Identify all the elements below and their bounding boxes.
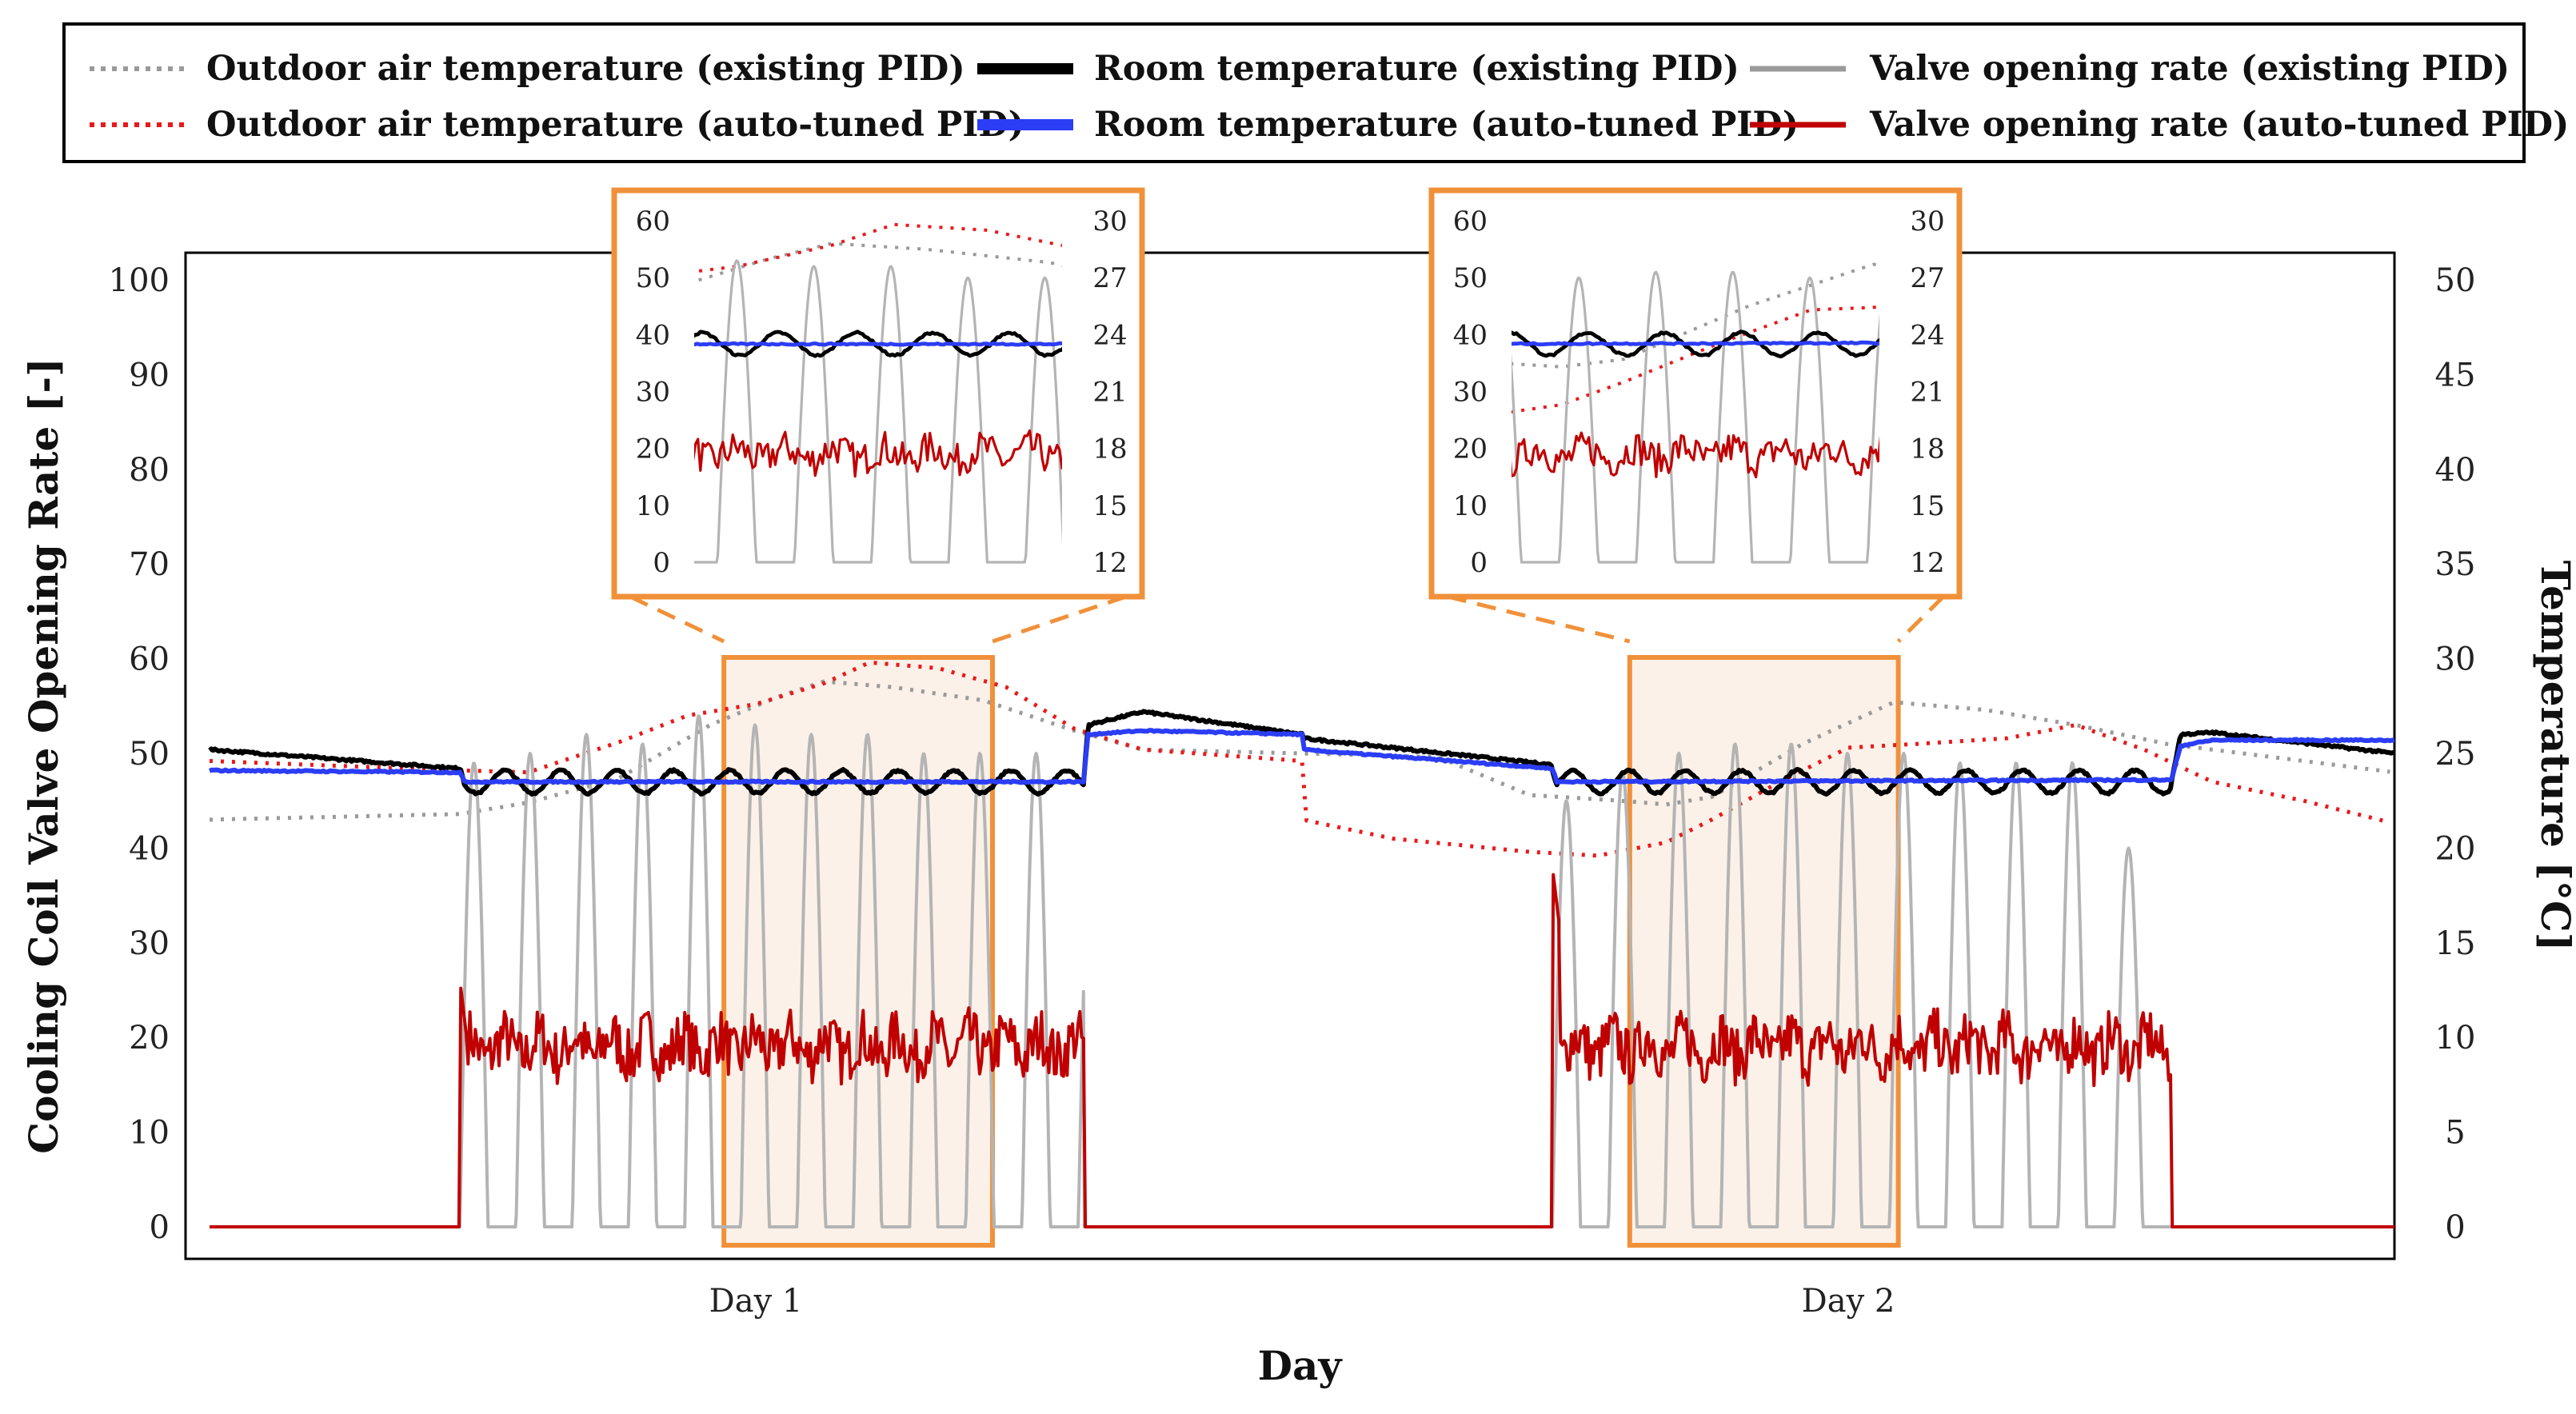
- inset-y-left-tick-5: 50: [636, 262, 670, 294]
- inset-y-left-tick-0: 0: [653, 547, 670, 579]
- y-left-tick-9: 90: [129, 357, 170, 393]
- x-tick-0: Day 1: [709, 1283, 803, 1320]
- inset-y-left-tick-6: 60: [636, 206, 670, 238]
- y-axis-left-title: Cooling Coil Valve Opening Rate [-]: [20, 357, 67, 1153]
- inset-y-right-tick-1: 15: [1910, 490, 1944, 522]
- y-left-tick-8: 80: [129, 452, 170, 489]
- inset-y-right-tick-4: 24: [1092, 319, 1127, 351]
- y-right-tick-1: 5: [2445, 1115, 2465, 1152]
- y-right-tick-0: 0: [2445, 1209, 2465, 1246]
- y-axis-right-title: Temperature [°C]: [2532, 561, 2576, 952]
- inset-y-left-tick-6: 60: [1453, 206, 1488, 238]
- y-right-tick-7: 35: [2435, 546, 2476, 583]
- inset-y-left-tick-4: 40: [1453, 319, 1488, 351]
- legend-label-1: Room temperature (existing PID): [1094, 49, 1739, 89]
- y-left-tick-6: 60: [129, 641, 170, 678]
- inset-connector-left: [1447, 594, 1631, 644]
- y-left-tick-7: 70: [129, 546, 170, 583]
- legend: Outdoor air temperature (existing PID) R…: [62, 22, 2569, 163]
- inset-y-right-tick-1: 15: [1092, 490, 1127, 522]
- highlight-window-1: [1629, 657, 1899, 1245]
- inset-y-left-tick-2: 20: [636, 433, 670, 465]
- inset-y-right-tick-5: 27: [1910, 262, 1944, 294]
- inset-y-right-tick-3: 21: [1092, 377, 1127, 409]
- y-left-tick-3: 30: [129, 925, 170, 962]
- legend-label-4: Room temperature (auto-tuned PID): [1094, 105, 1799, 145]
- legend-label-0: Outdoor air temperature (existing PID): [206, 49, 965, 89]
- inset-y-left-tick-1: 10: [636, 490, 670, 522]
- inset-y-right-tick-0: 12: [1910, 547, 1944, 579]
- inset-y-left-tick-4: 40: [636, 319, 670, 351]
- x-axis-title: Day: [1258, 1342, 1344, 1389]
- legend-box: [62, 22, 2526, 163]
- inset-y-right-tick-5: 27: [1092, 262, 1127, 294]
- inset-y-left-tick-5: 50: [1453, 262, 1488, 294]
- y-right-tick-5: 25: [2435, 736, 2476, 773]
- inset-y-left-tick-3: 30: [636, 377, 670, 409]
- inset-connector-right: [1896, 595, 1945, 643]
- series-line-3: [1512, 431, 1879, 479]
- inset-y-right-tick-2: 18: [1092, 433, 1127, 465]
- highlight-border-0: [721, 655, 995, 1248]
- series-line-4: [694, 330, 1062, 358]
- y-right-tick-4: 20: [2435, 830, 2476, 867]
- y-right-tick-6: 30: [2435, 641, 2476, 678]
- series-line-0: [694, 242, 1062, 283]
- series-line-2: [694, 259, 1062, 564]
- series-line-5: [209, 728, 2395, 785]
- legend-label-3: Outdoor air temperature (auto-tuned PID): [206, 105, 1024, 145]
- legend-label-2: Valve opening rate (existing PID): [1869, 49, 2510, 89]
- series-line-3: [694, 429, 1062, 478]
- series-line-0: [1512, 262, 1879, 369]
- series-line-5: [694, 341, 1062, 347]
- y-right-tick-9: 45: [2435, 357, 2476, 393]
- inset-y-right-tick-3: 21: [1910, 377, 1944, 409]
- inset-y-left-tick-1: 10: [1453, 490, 1488, 522]
- insets: 0 10 20 30 40 50 60 12 15 18 21 24 27 30 0 10 20 30 40 50 60…: [611, 187, 1963, 644]
- inset-connector-left: [629, 594, 725, 644]
- y-left-tick-10: 100: [109, 262, 170, 299]
- y-left-tick-2: 20: [129, 1020, 170, 1057]
- inset-y-right-tick-0: 12: [1092, 547, 1127, 579]
- inset-y-right-tick-6: 30: [1910, 206, 1944, 238]
- y-left-tick-4: 40: [129, 830, 170, 867]
- inset-0: 0 10 20 30 40 50 60 12 15 18 21 24 27 30: [611, 187, 1145, 644]
- y-right-tick-10: 50: [2435, 262, 2476, 299]
- y-left-tick-1: 10: [129, 1115, 170, 1152]
- series-line-2: [1512, 270, 1879, 564]
- y-right-tick-2: 10: [2435, 1020, 2476, 1057]
- inset-y-right-tick-2: 18: [1910, 433, 1944, 465]
- inset-1: 0 10 20 30 40 50 60 12 15 18 21 24 27 30: [1428, 187, 1963, 644]
- y-left-tick-5: 50: [129, 736, 170, 773]
- inset-frame: [1428, 187, 1963, 600]
- series-line-1: [1512, 305, 1879, 414]
- series-line-5: [1512, 340, 1879, 347]
- y-left-tick-0: 0: [150, 1209, 170, 1246]
- inset-y-right-tick-6: 30: [1092, 206, 1127, 238]
- inset-y-left-tick-2: 20: [1453, 433, 1488, 465]
- inset-y-left-tick-3: 30: [1453, 377, 1488, 409]
- y-right-tick-3: 15: [2435, 925, 2476, 962]
- series-line-3: [210, 873, 2394, 1228]
- inset-y-right-tick-4: 24: [1910, 319, 1944, 351]
- axes: 0102030405060708090100051015202530354045…: [109, 262, 2476, 1320]
- y-right-tick-8: 40: [2435, 452, 2476, 489]
- inset-connector-right: [992, 594, 1127, 644]
- series-layer: [208, 660, 2395, 1228]
- inset-y-left-tick-0: 0: [1470, 547, 1488, 579]
- legend-label-5: Valve opening rate (auto-tuned PID): [1869, 105, 2569, 145]
- x-tick-1: Day 2: [1802, 1283, 1895, 1320]
